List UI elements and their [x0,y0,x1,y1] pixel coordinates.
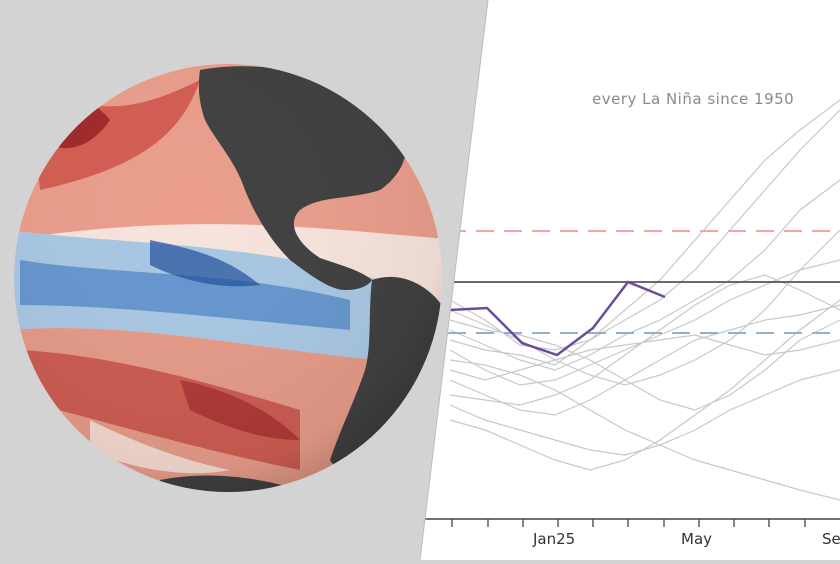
series-line [449,229,840,386]
background-series-group [449,99,840,501]
chart-panel [420,0,840,560]
series-line [449,334,840,381]
x-axis-ticks [451,519,806,527]
series-line [449,179,840,371]
x-tick-label-sep: Se [822,530,840,548]
series-line [449,109,840,351]
x-tick-label-may: May [681,530,713,548]
series-line [449,299,840,471]
chart-area [420,99,840,527]
panel-divider [419,0,489,561]
earth-globe-image [14,64,442,492]
x-tick-label-jan25: Jan25 [533,530,576,548]
series-line [449,99,840,366]
chart-annotation: every La Niña since 1950 [592,90,795,108]
series-line [449,304,840,416]
series-line [449,359,840,501]
current-la-nina-line [449,280,666,357]
